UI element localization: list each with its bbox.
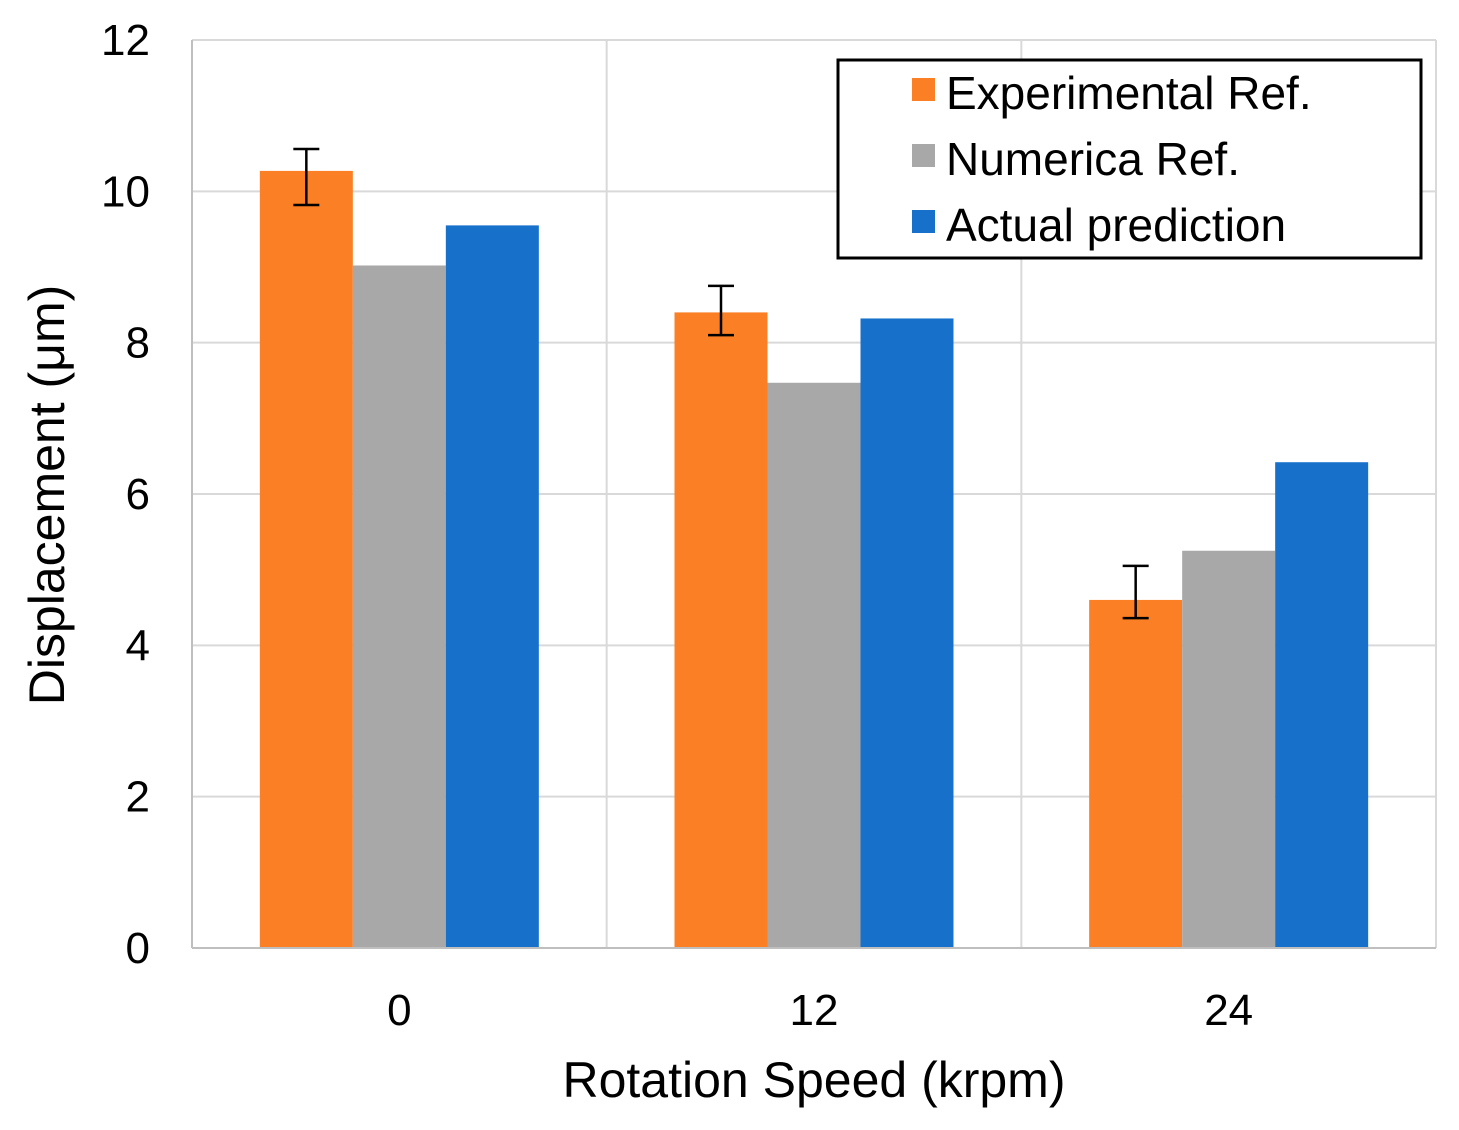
y-tick-label: 8 [126,319,150,368]
x-tick-label: 24 [1204,986,1253,1035]
legend-label: Actual prediction [946,199,1286,251]
axes [191,40,1436,949]
bar [259,170,353,949]
bar [1089,599,1183,948]
y-tick-label: 2 [126,773,150,822]
bar [860,318,954,948]
x-tick-labels: 0 12 24 [387,986,1253,1035]
y-axis-title: Displacement (μm) [19,285,75,706]
legend-label: Experimental Ref. [946,67,1312,119]
x-tick-label: 12 [790,986,839,1035]
legend-swatch [912,78,935,101]
bars [259,170,1369,949]
bar [767,382,861,948]
bar [1182,550,1276,948]
legend: Experimental Ref. Numerica Ref. Actual pre… [836,58,1423,260]
x-tick-label: 0 [387,986,411,1035]
legend-label: Numerica Ref. [946,133,1240,185]
legend-box [836,58,1423,260]
error-bars [293,147,1149,620]
legend-swatch [912,144,935,167]
y-tick-labels: 0 2 4 6 8 10 12 [101,16,150,973]
y-tick-label: 4 [126,621,150,670]
y-tick-label: 6 [126,470,150,519]
y-tick-label: 12 [101,16,150,65]
y-tick-label: 10 [101,167,150,216]
bar [445,225,539,949]
bar [1275,462,1369,948]
y-tick-label: 0 [126,924,150,973]
legend-swatch [912,210,935,233]
bar [352,265,446,948]
x-axis-title: Rotation Speed (krpm) [562,1052,1065,1108]
bar [674,312,768,948]
